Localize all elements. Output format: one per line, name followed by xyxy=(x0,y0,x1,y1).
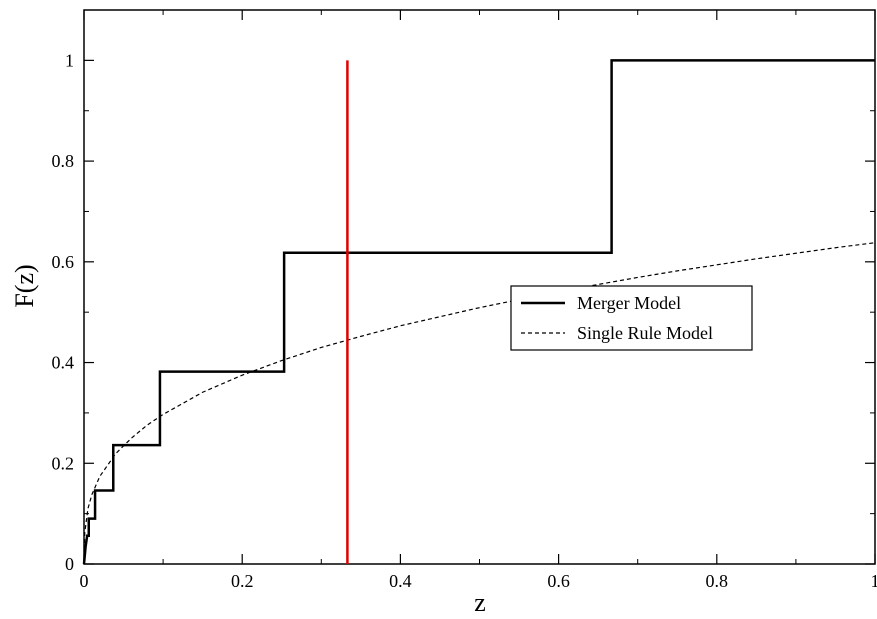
x-axis-title: z xyxy=(474,588,486,614)
legend-label-single-rule-model: Single Rule Model xyxy=(577,323,713,343)
x-tick-label: 1 xyxy=(871,571,877,591)
x-tick-label: 0.8 xyxy=(706,571,729,591)
axis-ticks xyxy=(84,10,875,564)
y-tick-label: 0.4 xyxy=(52,353,75,373)
series-line-single-rule-model xyxy=(84,243,875,564)
x-tick-label: 0 xyxy=(80,571,89,591)
y-tick-label: 0.6 xyxy=(52,252,75,272)
x-tick-label: 0.4 xyxy=(389,571,412,591)
series-layer xyxy=(84,60,875,564)
axis-tick-labels: 0 0.2 0.4 0.6 0.8 1 0 0.2 0.4 0.6 0.8 1 xyxy=(52,50,877,591)
x-tick-label: 0.2 xyxy=(231,571,254,591)
y-tick-label: 1 xyxy=(65,50,74,70)
legend: Merger Model Single Rule Model xyxy=(511,286,752,350)
x-tick-label: 0.6 xyxy=(547,571,570,591)
y-tick-label: 0.8 xyxy=(52,151,75,171)
y-tick-label: 0.2 xyxy=(52,453,75,473)
plot-frame xyxy=(84,10,875,564)
series-line-merger-model xyxy=(84,60,875,564)
y-tick-label: 0 xyxy=(65,554,74,574)
y-axis-title: F(z) xyxy=(10,264,39,307)
legend-label-merger-model: Merger Model xyxy=(577,293,681,313)
